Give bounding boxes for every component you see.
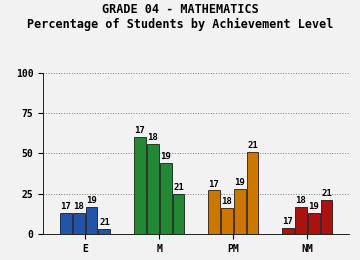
Text: 19: 19	[160, 152, 171, 161]
Text: 19: 19	[308, 202, 319, 211]
Text: 21: 21	[173, 183, 184, 192]
Bar	[99, 229, 110, 234]
Text: 18: 18	[296, 196, 306, 205]
Bar	[295, 207, 307, 234]
Bar	[308, 213, 320, 234]
Text: 21: 21	[321, 189, 332, 198]
Text: 17: 17	[208, 180, 219, 188]
Text: GRADE 04 - MATHEMATICS
Percentage of Students by Achievement Level: GRADE 04 - MATHEMATICS Percentage of Stu…	[27, 3, 333, 31]
Text: 17: 17	[135, 126, 145, 135]
Bar	[147, 144, 159, 234]
Bar	[86, 207, 98, 234]
Text: 18: 18	[73, 202, 84, 211]
Bar	[73, 213, 85, 234]
Bar	[134, 137, 146, 234]
Text: 18: 18	[221, 197, 232, 206]
Bar	[247, 152, 258, 234]
Bar	[321, 200, 332, 234]
Text: 17: 17	[283, 217, 293, 226]
Text: 19: 19	[234, 178, 245, 187]
Text: 17: 17	[60, 202, 71, 211]
Bar	[221, 208, 233, 234]
Text: 21: 21	[247, 141, 258, 150]
Bar	[282, 228, 294, 234]
Text: 21: 21	[99, 218, 110, 227]
Text: 18: 18	[147, 133, 158, 142]
Bar	[60, 213, 72, 234]
Text: 19: 19	[86, 196, 97, 205]
Bar	[160, 163, 171, 234]
Bar	[234, 189, 246, 234]
Bar	[208, 191, 220, 234]
Bar	[172, 194, 184, 234]
